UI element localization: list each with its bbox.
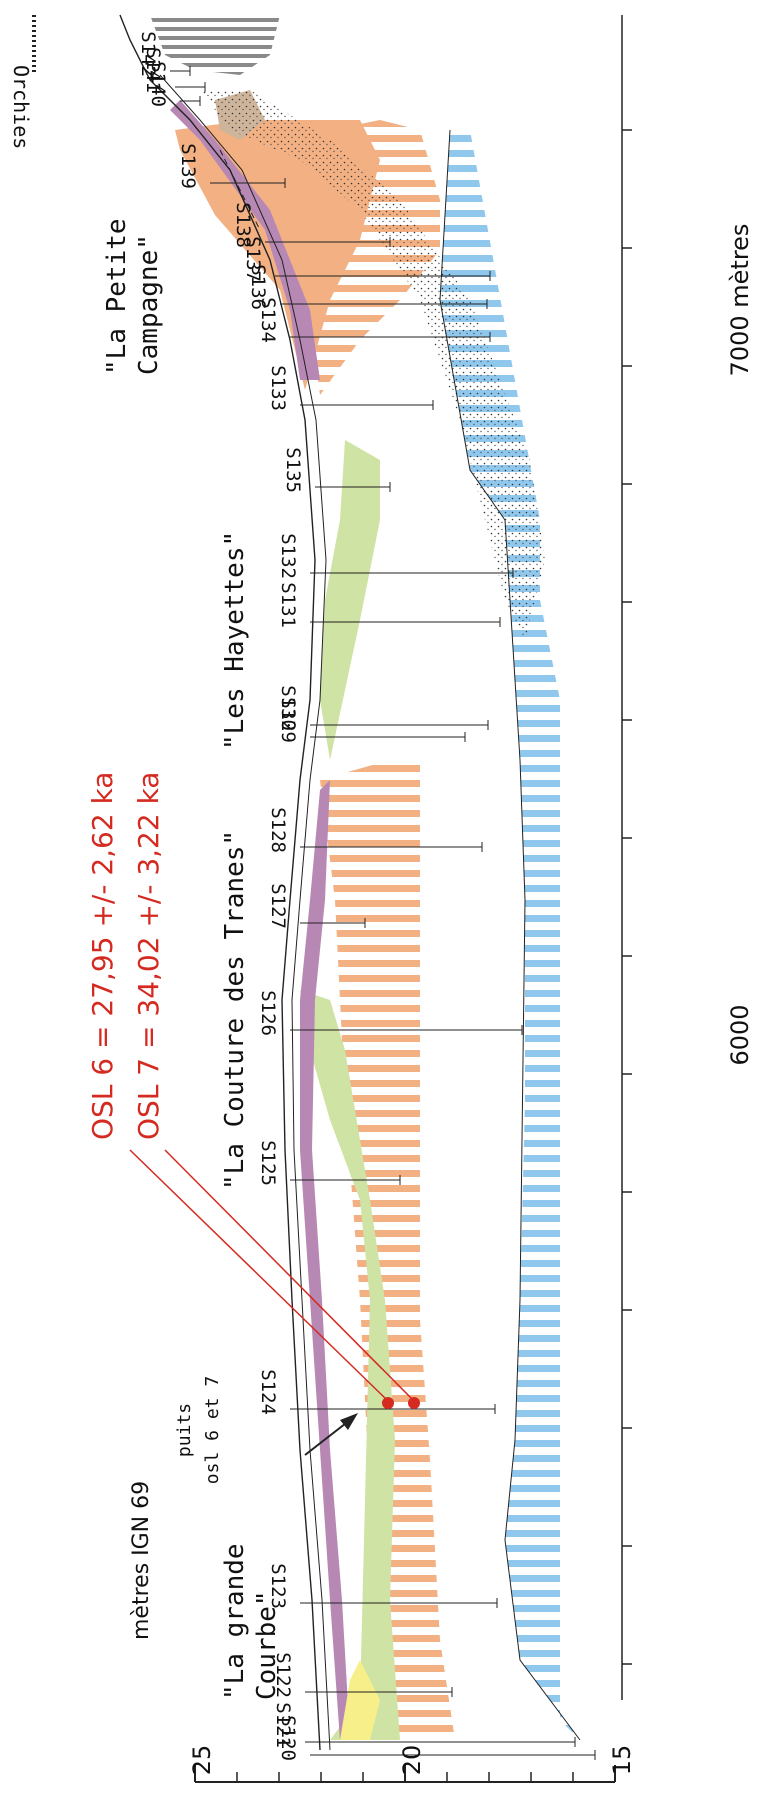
sounding-label-s141: S141 (142, 47, 164, 93)
sounding-label-s137: S137 (242, 236, 264, 282)
well-label-line1: puits (174, 1403, 195, 1457)
sounding-label-s133: S133 (267, 365, 289, 411)
green-unit-mid (320, 440, 380, 760)
legend-label-orchies: Orchies (9, 65, 33, 149)
well-arrow-head (340, 1413, 358, 1430)
locality-labels: "La grande Courbe" "La Couture des Trane… (102, 218, 282, 1700)
locality-couture-des-tranes: "La Couture des Tranes" (220, 830, 250, 1190)
sounding-label-s134: S134 (257, 297, 279, 343)
well-label-line2: osl 6 et 7 (202, 1376, 223, 1484)
ground-surface-2 (159, 74, 331, 1751)
purple-unit (300, 780, 350, 1740)
sounding-label-s130: S130 (277, 685, 299, 731)
sounding-label-s139: S139 (177, 143, 199, 189)
ground-surface (119, 14, 321, 1751)
sounding-label-s140: S140 (147, 61, 169, 107)
sounding-label-s125: S125 (257, 1140, 279, 1186)
distance-axis: 6000 7000 mètres (621, 15, 754, 1700)
elevation-tick-label-20: 20 (398, 1745, 426, 1776)
osl-label-6: OSL 6 = 27,95 +/- 2,62 ka (86, 772, 119, 1140)
distance-ticks (622, 129, 632, 1665)
locality-grande-courbe-line1: "La grande (220, 1543, 250, 1700)
sounding-label-s120: S120 (277, 1715, 299, 1761)
osl-annotation: OSL 6 = 27,95 +/- 2,62 ka OSL 7 = 34,02 … (86, 772, 420, 1484)
sounding-label-s124: S124 (257, 1369, 279, 1415)
orange-unit (320, 760, 455, 1740)
osl-7-sample-point (408, 1397, 420, 1409)
purple-unit-north (170, 100, 320, 380)
dotted-unit (200, 90, 545, 640)
osl-label-7: OSL 7 = 34,02 +/- 3,22 ka (132, 772, 165, 1140)
elevation-tick-label-15: 15 (608, 1745, 636, 1776)
yellow-unit (340, 1660, 380, 1740)
osl-leader-6 (129, 1149, 388, 1401)
sounding-label-s135: S135 (282, 447, 304, 493)
elevation-tick-label-25: 25 (188, 1745, 216, 1776)
locality-les-hayettes: "Les Hayettes" (220, 531, 250, 750)
dashed-contact (219, 149, 261, 231)
basal-contact (439, 129, 581, 1741)
sounding-label-s123: S123 (267, 1563, 289, 1609)
locality-grande-courbe-line2: Courbe" (252, 1590, 282, 1700)
geology-section (119, 14, 581, 1751)
green-unit (300, 990, 400, 1740)
sounding-label-s131: S131 (277, 582, 299, 628)
distance-tick-label-6000: 6000 (726, 1004, 754, 1065)
sounding-label-s132: S132 (277, 533, 299, 579)
legend: Orchies (9, 15, 36, 149)
locality-petite-campagne-line1: "La Petite (102, 218, 132, 375)
distance-tick-label-7000: 7000 mètres (726, 224, 754, 377)
sounding-label-s136: S136 (247, 264, 269, 310)
well-arrow-shaft (304, 1419, 351, 1456)
sounding-label-s128: S128 (267, 807, 289, 853)
sounding-label-s127: S127 (267, 883, 289, 929)
sounding-label-s142: S142 (137, 31, 159, 77)
elevation-axis: 25 20 15 mètres IGN 69 (129, 1481, 636, 1783)
sounding-label-s121: S121 (272, 1702, 294, 1748)
hatched-unit (150, 15, 280, 75)
blue-unit (440, 130, 580, 1740)
sounding-label-s129: S129 (277, 697, 299, 743)
osl-6-sample-point (382, 1397, 394, 1409)
elevation-unit-label: mètres IGN 69 (129, 1481, 154, 1640)
sounding-label-s122: S122 (272, 1652, 294, 1698)
sounding-label-s126: S126 (257, 990, 279, 1036)
locality-petite-campagne-line2: Campagne" (134, 234, 164, 375)
sounding-label-s138: S138 (232, 202, 254, 248)
osl-leader-7 (164, 1149, 414, 1401)
